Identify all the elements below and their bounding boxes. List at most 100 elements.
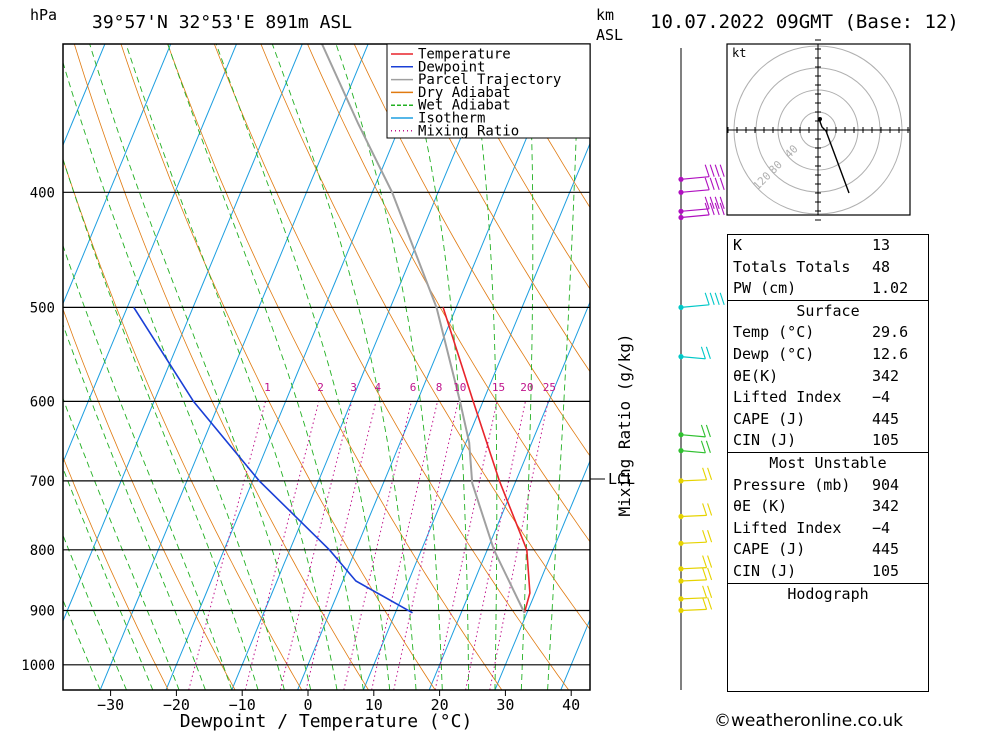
surface-row: Temp (°C) 29.6 — [728, 322, 928, 344]
surface-row: CAPE (J) 445 — [728, 409, 928, 431]
wind-barb-feather — [719, 196, 725, 209]
surface-key: Dewp (°C) — [733, 344, 815, 363]
wet-adiabat-line — [63, 599, 101, 690]
mixing-ratio-line — [465, 401, 526, 690]
wet-adiabat-line — [335, 44, 443, 690]
pressure-unit: hPa — [30, 6, 57, 24]
most-unstable-row: Lifted Index −4 — [728, 518, 928, 540]
surface-value: 12.6 — [872, 344, 909, 363]
dry-adiabat-line — [167, 44, 503, 690]
index-key: Totals Totals — [733, 257, 851, 276]
profile-dewpoint — [133, 306, 413, 614]
pressure-tick-label: 500 — [30, 300, 55, 316]
wind-barb-feather — [707, 467, 713, 480]
most-unstable-key: Lifted Index — [733, 518, 842, 537]
wind-barb-feather — [704, 292, 710, 305]
dry-adiabat-line — [353, 44, 590, 457]
surface-value: 445 — [872, 409, 900, 428]
wet-adiabat-line — [63, 157, 259, 690]
pressure-tick-label: 600 — [30, 394, 55, 410]
km-label: km — [596, 6, 614, 24]
hodograph-value — [872, 605, 922, 627]
wind-level-dot — [678, 540, 684, 546]
wind-barb-feather — [700, 440, 706, 453]
mixing-ratio-label: 20 — [520, 381, 533, 394]
hodograph-row — [728, 670, 928, 692]
x-tick-label: 30 — [496, 696, 514, 714]
wind-barb-feather — [704, 164, 710, 177]
legend-label: Parcel Trajectory — [418, 72, 561, 88]
wet-adiabat-line — [547, 44, 580, 690]
legend-label: Temperature — [418, 47, 511, 63]
mixing-ratio-line — [244, 401, 320, 690]
mixing-ratio-line — [489, 401, 549, 690]
legend-label: Dewpoint — [418, 59, 485, 75]
mixing-ratio-label: 2 — [317, 381, 324, 394]
wind-barb — [680, 541, 707, 544]
wet-adiabat-line — [403, 44, 470, 690]
profile-temperature — [442, 307, 531, 614]
x-tick-label: −30 — [97, 696, 124, 714]
legend-label: Isotherm — [418, 111, 485, 127]
site-credit: ©weatheronline.co.uk — [714, 711, 904, 731]
location-title: 39°57'N 32°53'E 891m ASL — [92, 12, 352, 33]
wind-barb — [680, 450, 706, 454]
wet-adiabat-line — [125, 44, 338, 690]
wind-barb-feather — [702, 567, 708, 581]
wet-adiabat-line — [215, 44, 391, 690]
mixing-ratio-label: 15 — [492, 381, 505, 394]
asl-label: ASL — [596, 26, 623, 44]
wind-barb-feather — [707, 597, 713, 610]
x-tick-label: 0 — [303, 696, 312, 714]
surface-key: Lifted Index — [733, 388, 842, 407]
surface-key: Temp (°C) — [733, 323, 815, 342]
dry-adiabat-line — [400, 44, 590, 373]
wind-barb — [680, 189, 710, 193]
isotherm-line — [99, 44, 369, 690]
pressure-tick-label: 800 — [30, 543, 55, 559]
most-unstable-row: θE (K) 342 — [728, 496, 928, 518]
wet-adiabat-line — [63, 534, 127, 690]
mixing-ratio-line — [393, 401, 459, 690]
wind-level-dot — [678, 566, 684, 572]
most-unstable-row: CAPE (J) 445 — [728, 539, 928, 561]
dry-adiabat-line — [961, 44, 1000, 690]
wind-barb-feather — [714, 164, 720, 177]
mixing-ratio-label: 6 — [410, 381, 417, 394]
isotherm-line — [165, 44, 435, 690]
datetime: 10.07.2022 09GMT (Base: 12) — [650, 11, 959, 33]
index-key: K — [733, 236, 743, 254]
wind-barb-feather — [719, 292, 725, 305]
dry-adiabat-line — [63, 455, 169, 690]
index-row: PW (cm) 1.02 — [728, 278, 928, 300]
wind-barb — [680, 304, 710, 308]
wet-adiabat-line — [271, 44, 417, 690]
isotherm-line — [63, 44, 237, 464]
plot-frame — [62, 43, 591, 691]
legend-label: Wet Adiabat — [418, 98, 511, 114]
mixing-ratio-label: 1 — [264, 381, 271, 394]
wet-adiabat-line — [469, 44, 498, 690]
dry-adiabat-line — [63, 158, 303, 690]
surface-key: CAPE (J) — [733, 409, 806, 428]
wind-barb-feather — [714, 292, 720, 305]
legend-label: Mixing Ratio — [418, 123, 519, 139]
wind-barb-feather — [705, 346, 711, 359]
wind-barb — [680, 608, 707, 612]
pressure-tick-label: 900 — [30, 604, 55, 620]
dry-adiabat-line — [260, 44, 590, 631]
wet-adiabat-line — [63, 467, 154, 690]
wind-barb — [680, 434, 706, 438]
mixing-ratio-line — [305, 401, 377, 690]
wind-barb — [680, 356, 706, 360]
wind-barb-feather — [707, 567, 713, 581]
most-unstable-value: 445 — [872, 540, 900, 559]
x-tick-label: −10 — [229, 696, 256, 714]
wind-barb-feather — [719, 177, 725, 190]
wind-barb-feather — [702, 585, 708, 598]
wind-barb-feather — [704, 177, 710, 190]
wind-barb-feather — [705, 440, 711, 453]
wind-barb-feather — [707, 555, 713, 568]
mixing-ratio-line — [434, 401, 498, 690]
wind-barb-feather — [714, 177, 720, 190]
